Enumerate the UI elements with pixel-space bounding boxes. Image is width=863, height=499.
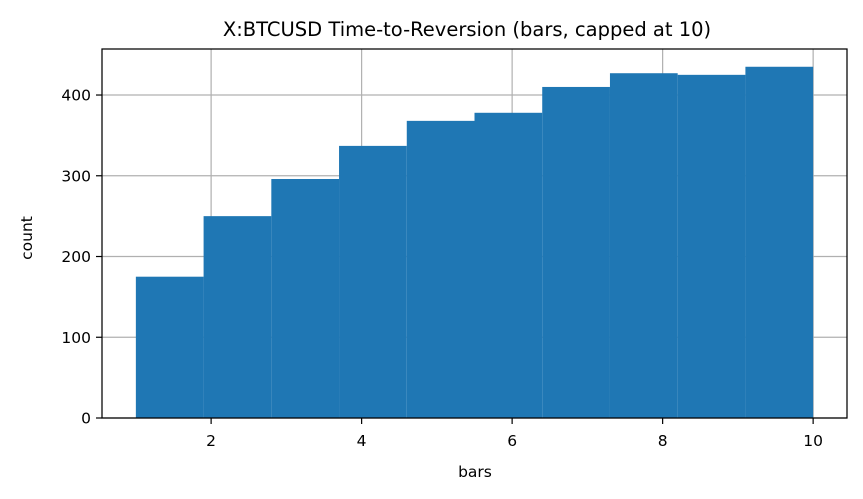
histogram-bar bbox=[135, 276, 204, 418]
histogram-bar bbox=[406, 120, 475, 418]
x-axis-label: bars bbox=[458, 463, 492, 481]
histogram-bar bbox=[339, 145, 407, 419]
x-tick-label: 8 bbox=[658, 432, 668, 450]
histogram-bar bbox=[542, 86, 610, 418]
plot-frame bbox=[101, 48, 848, 419]
y-tick-label: 0 bbox=[81, 410, 91, 428]
x-tick-label: 4 bbox=[357, 432, 367, 450]
histogram-bar bbox=[677, 74, 746, 418]
histogram-bar bbox=[203, 216, 272, 418]
chart-title: X:BTCUSD Time-to-Reversion (bars, capped… bbox=[223, 18, 711, 41]
x-tick-label: 6 bbox=[507, 432, 517, 450]
x-tick-label: 2 bbox=[206, 432, 216, 450]
histogram-bar bbox=[474, 112, 543, 418]
y-tick-label: 100 bbox=[61, 329, 91, 347]
histogram-bar bbox=[609, 73, 678, 418]
y-tick-label: 200 bbox=[61, 248, 91, 266]
histogram-bar bbox=[745, 66, 814, 419]
histogram-bar bbox=[271, 178, 340, 418]
y-axis-label: count bbox=[18, 216, 36, 260]
histogram-bars bbox=[135, 66, 814, 419]
y-tick-label: 400 bbox=[61, 87, 91, 105]
y-tick-label: 300 bbox=[61, 167, 91, 185]
x-tick-label: 10 bbox=[803, 432, 823, 450]
